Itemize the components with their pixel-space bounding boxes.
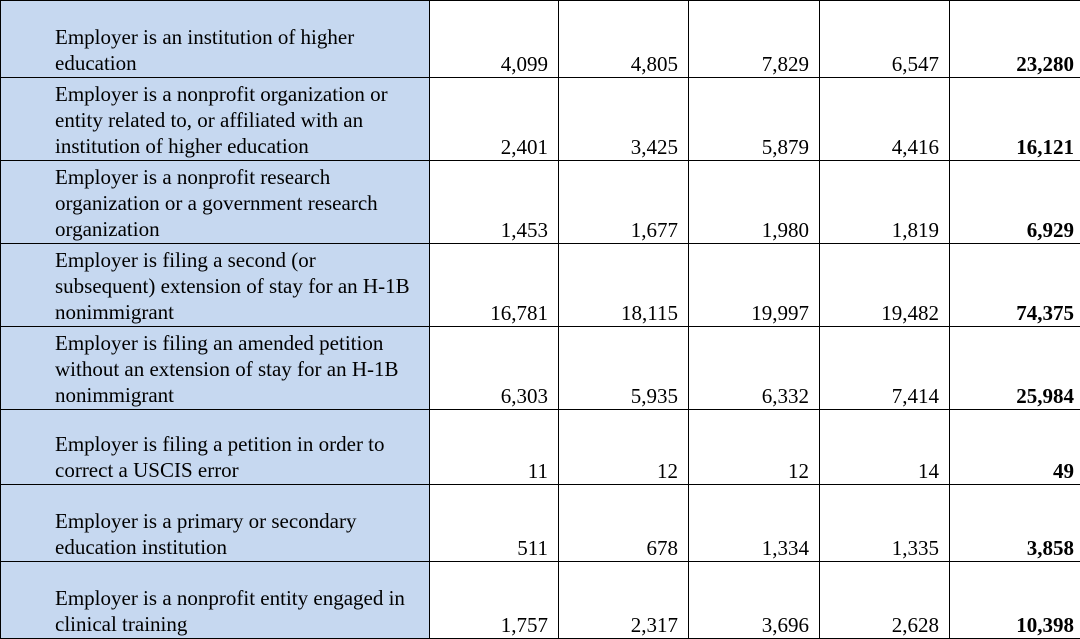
value-cell-col4: 4,416 [820, 78, 950, 161]
value-cell-col2: 5,935 [559, 327, 689, 410]
value-cell-col1: 1,757 [430, 562, 559, 639]
table-row: Employer is filing a second (or subseque… [1, 244, 1080, 327]
value-cell-col1: 6,303 [430, 327, 559, 410]
value-cell-col1: 16,781 [430, 244, 559, 327]
value-cell-col3: 1,334 [689, 485, 820, 562]
table-row: Employer is a primary or secondary educa… [1, 485, 1080, 562]
row-label: Employer is filing a second (or subseque… [1, 244, 430, 327]
total-cell: 25,984 [950, 327, 1080, 410]
total-cell: 49 [950, 410, 1080, 485]
table-row: Employer is a nonprofit entity engaged i… [1, 562, 1080, 639]
value-cell-col3: 12 [689, 410, 820, 485]
value-cell-col4: 1,335 [820, 485, 950, 562]
value-cell-col2: 678 [559, 485, 689, 562]
row-label: Employer is a primary or secondary educa… [1, 485, 430, 562]
row-label: Employer is a nonprofit research organiz… [1, 161, 430, 244]
value-cell-col2: 1,677 [559, 161, 689, 244]
value-cell-col3: 1,980 [689, 161, 820, 244]
value-cell-col2: 12 [559, 410, 689, 485]
value-cell-col3: 5,879 [689, 78, 820, 161]
value-cell-col4: 14 [820, 410, 950, 485]
value-cell-col4: 1,819 [820, 161, 950, 244]
value-cell-col1: 4,099 [430, 1, 559, 78]
table-row: Employer is filing a petition in order t… [1, 410, 1080, 485]
row-label: Employer is filing an amended petition w… [1, 327, 430, 410]
total-cell: 16,121 [950, 78, 1080, 161]
table-row: Employer is a nonprofit research organiz… [1, 161, 1080, 244]
value-cell-col2: 2,317 [559, 562, 689, 639]
total-cell: 6,929 [950, 161, 1080, 244]
value-cell-col4: 6,547 [820, 1, 950, 78]
value-cell-col2: 4,805 [559, 1, 689, 78]
value-cell-col1: 1,453 [430, 161, 559, 244]
total-cell: 23,280 [950, 1, 1080, 78]
value-cell-col3: 7,829 [689, 1, 820, 78]
table-row: Employer is filing an amended petition w… [1, 327, 1080, 410]
total-cell: 3,858 [950, 485, 1080, 562]
value-cell-col3: 3,696 [689, 562, 820, 639]
total-cell: 74,375 [950, 244, 1080, 327]
value-cell-col1: 11 [430, 410, 559, 485]
total-cell: 10,398 [950, 562, 1080, 639]
value-cell-col4: 7,414 [820, 327, 950, 410]
row-label: Employer is a nonprofit organization or … [1, 78, 430, 161]
value-cell-col2: 18,115 [559, 244, 689, 327]
value-cell-col3: 19,997 [689, 244, 820, 327]
row-label: Employer is an institution of higher edu… [1, 1, 430, 78]
value-cell-col4: 2,628 [820, 562, 950, 639]
table-row: Employer is a nonprofit organization or … [1, 78, 1080, 161]
row-label: Employer is filing a petition in order t… [1, 410, 430, 485]
value-cell-col1: 2,401 [430, 78, 559, 161]
row-label: Employer is a nonprofit entity engaged i… [1, 562, 430, 639]
value-cell-col1: 511 [430, 485, 559, 562]
value-cell-col4: 19,482 [820, 244, 950, 327]
value-cell-col2: 3,425 [559, 78, 689, 161]
value-cell-col3: 6,332 [689, 327, 820, 410]
table-row: Employer is an institution of higher edu… [1, 1, 1080, 78]
